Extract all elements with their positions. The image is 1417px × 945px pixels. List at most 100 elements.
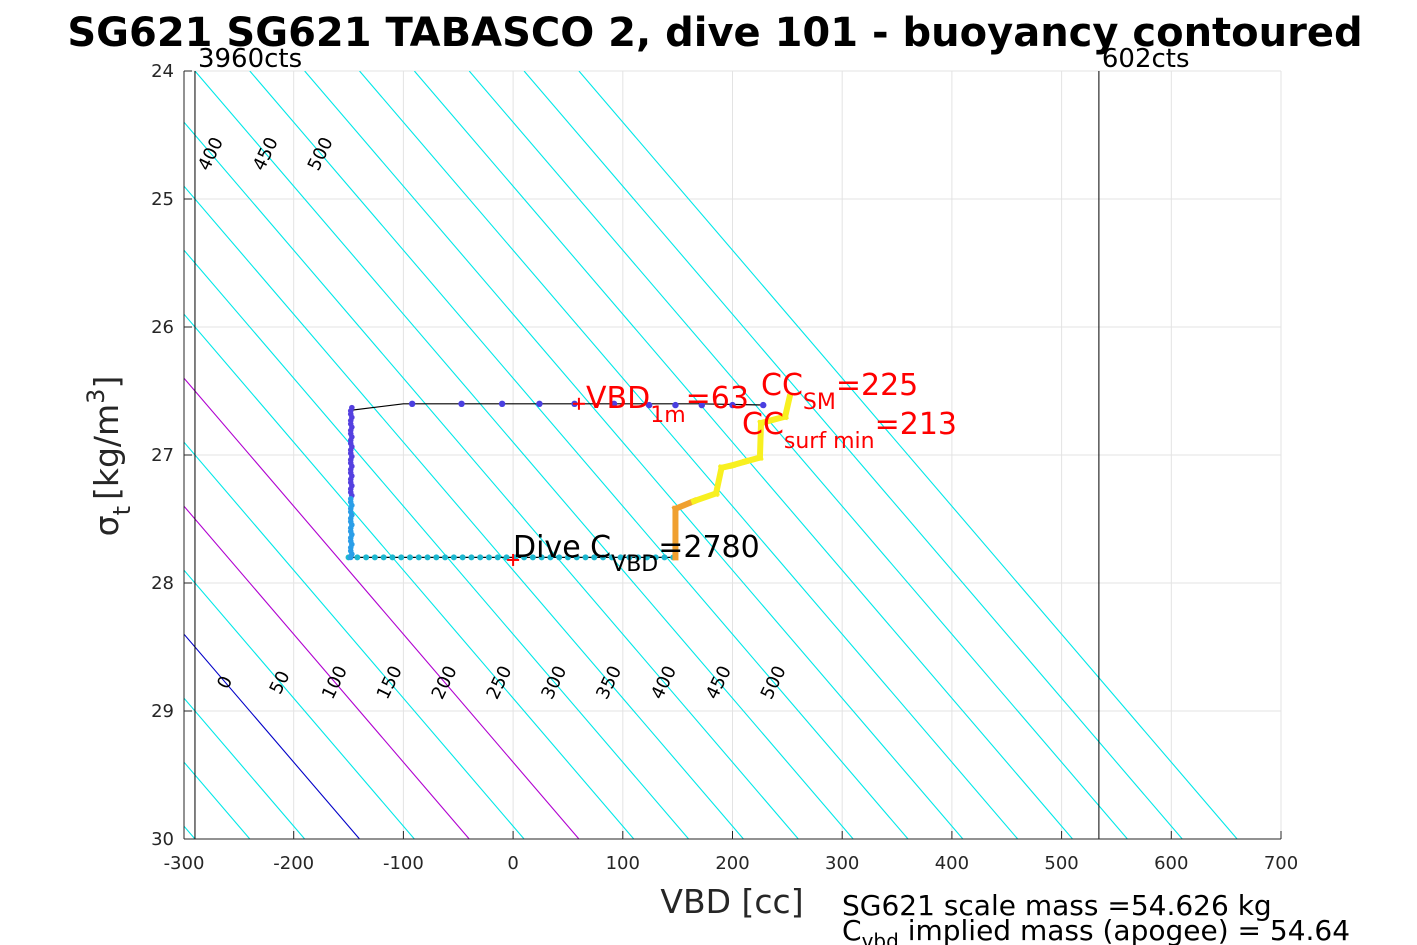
profile-series	[345, 393, 794, 561]
vbd-limit-lines: 3960cts 602cts	[194, 44, 1190, 839]
profile-point	[610, 400, 618, 407]
profile-point	[582, 554, 589, 561]
contour-line	[184, 377, 580, 839]
axis-ticks: -300 -200 -100 0 100 200 300 400 500 600 700 24 25 26…	[151, 61, 1298, 874]
y-axis-label-unit: [kg/m	[87, 404, 126, 500]
x-tick-label: 500	[1044, 853, 1078, 874]
y-tick-label: 27	[151, 445, 174, 466]
profile-point	[371, 554, 378, 561]
y-axis-label-sup: 3	[82, 389, 110, 404]
profile-point	[415, 554, 422, 561]
y-tick-label: 28	[151, 573, 174, 594]
profile-point	[389, 554, 396, 561]
footer-implied-mass: Cvbd implied mass (apogee) = 54.64	[842, 914, 1350, 945]
profile-point	[573, 554, 580, 561]
profile-point	[608, 554, 615, 561]
x-tick-label: 100	[606, 853, 640, 874]
profile-point	[458, 400, 465, 407]
contour-line	[304, 71, 964, 839]
x-tick-label: 700	[1264, 853, 1298, 874]
y-axis-label-sub: t	[108, 506, 136, 515]
profile-point	[635, 554, 642, 561]
profile-point	[672, 401, 679, 409]
contour-line	[184, 121, 799, 839]
profile-point	[442, 554, 449, 561]
footer-mass-info: SG621 scale mass =54.626 kg Cvbd implied…	[842, 889, 1350, 945]
contour-line	[249, 71, 909, 839]
profile-point	[398, 554, 405, 561]
profile-point	[498, 400, 506, 407]
x-tick-label: 400	[935, 853, 969, 874]
profile-point	[729, 401, 736, 409]
grid-lines	[183, 70, 1282, 840]
profile-point	[536, 400, 543, 407]
profile-point	[363, 554, 370, 561]
profile-point	[485, 554, 492, 561]
contour-line	[578, 71, 1238, 839]
chart-title: SG621 SG621 TABASCO 2, dive 101 - buoyan…	[67, 10, 1362, 56]
vbd-limit-label: 3960cts	[198, 44, 302, 74]
cc-surf-min-annotation: CCsurf min=213	[742, 407, 957, 454]
x-tick-label: -100	[383, 853, 424, 874]
contour-line	[413, 71, 1073, 839]
contour-line	[523, 71, 1183, 839]
profile-point	[626, 554, 633, 561]
profile-point	[547, 554, 554, 561]
y-tick-label: 25	[151, 189, 174, 210]
descent-point	[347, 554, 354, 561]
contour-line	[184, 569, 415, 839]
x-tick-label: -300	[164, 853, 205, 874]
profile-point	[600, 554, 607, 561]
ascent-segment	[712, 464, 726, 497]
contour-line	[359, 71, 1019, 839]
profile-point	[617, 554, 624, 561]
profile-point	[503, 554, 510, 561]
x-tick-label: 0	[507, 853, 518, 874]
ascent-segment	[690, 489, 720, 505]
profile-point	[564, 554, 571, 561]
x-tick-label: -200	[273, 853, 314, 874]
profile-point	[538, 554, 545, 561]
profile-point	[354, 554, 361, 561]
vbd-1m-annotation: VBD1m=63	[586, 381, 749, 428]
x-axis-label: VBD [cc]	[660, 882, 803, 921]
profile-point	[494, 554, 501, 561]
profile-point	[450, 554, 457, 561]
ascent-segment	[671, 497, 699, 513]
footer-scale-mass: SG621 scale mass =54.626 kg	[842, 889, 1272, 922]
profile-point	[591, 554, 598, 561]
profile-point	[661, 554, 668, 561]
profile-point	[477, 554, 484, 561]
y-axis-label-close: ]	[87, 376, 126, 389]
markers	[507, 397, 585, 566]
contour-line	[184, 505, 470, 839]
contour-line	[468, 71, 1128, 839]
annotations: VBD1m=63 CCSM=225 CCsurf min=213 Dive CV…	[513, 368, 957, 577]
y-axis-label-symbol: σ	[87, 515, 126, 536]
x-tick-label: 600	[1154, 853, 1188, 874]
profile-point	[645, 401, 653, 409]
y-tick-label: 30	[151, 829, 174, 850]
ascent-segment	[757, 412, 789, 427]
profile-point	[521, 554, 528, 561]
y-tick-label: 24	[151, 61, 174, 82]
profile-point	[380, 554, 387, 561]
profile-point	[643, 554, 650, 561]
x-tick-label: 300	[825, 853, 859, 874]
profile-point	[468, 554, 475, 561]
dive-c-vbd-annotation: Dive CVBD=2780	[513, 530, 760, 577]
x-tick-label: 200	[715, 853, 749, 874]
contour-line	[184, 313, 635, 839]
svg-text:σt[kg/m3]: σt [kg/m3]	[82, 376, 136, 537]
cc-sm-annotation: CCSM=225	[761, 368, 918, 415]
profile-point	[760, 401, 767, 409]
y-tick-label: 29	[151, 701, 174, 722]
profile-point	[433, 554, 440, 561]
profile-point	[556, 554, 563, 561]
y-axis-label: σt [kg/m3]	[82, 376, 136, 537]
contour-line	[184, 633, 360, 839]
profile-point	[652, 554, 659, 561]
profile-point	[424, 554, 431, 561]
profile-point	[406, 554, 413, 561]
